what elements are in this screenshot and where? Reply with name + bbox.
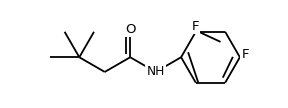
Text: F: F (242, 48, 249, 61)
Text: NH: NH (147, 65, 165, 78)
Text: F: F (191, 20, 199, 33)
Text: O: O (125, 23, 135, 36)
